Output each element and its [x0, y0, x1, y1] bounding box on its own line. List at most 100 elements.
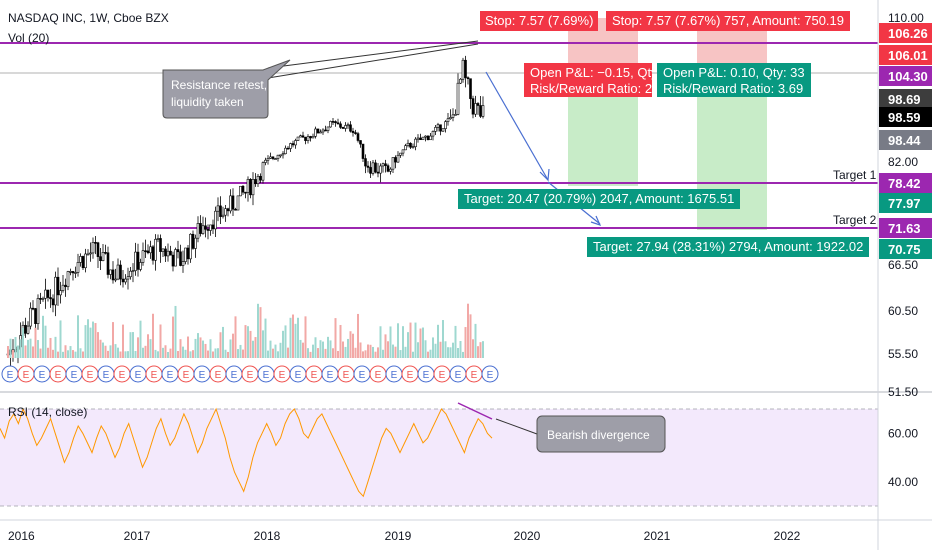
volume-bar — [234, 316, 237, 358]
earnings-marker[interactable]: E — [465, 365, 483, 383]
candle-body — [281, 153, 285, 156]
svg-text:E: E — [231, 370, 238, 381]
volume-bar — [264, 318, 267, 358]
earnings-marker[interactable]: E — [161, 365, 179, 383]
earnings-marker[interactable]: E — [321, 365, 339, 383]
candle — [351, 127, 355, 137]
candle — [224, 205, 227, 222]
candle-body — [369, 167, 372, 174]
resistance-callout-line2: liquidity taken — [171, 95, 244, 109]
earnings-marker[interactable]: E — [145, 365, 163, 383]
earnings-marker[interactable]: E — [225, 365, 243, 383]
earnings-marker[interactable]: E — [49, 365, 67, 383]
candle-body — [251, 179, 255, 196]
candle — [71, 271, 75, 281]
volume-bar — [312, 344, 314, 358]
risk-reward-2: Risk/Reward Ratio: 3.69 — [663, 81, 804, 96]
earnings-marker[interactable]: E — [97, 365, 115, 383]
volume-bar — [397, 323, 399, 358]
volume-bar — [474, 323, 477, 358]
volume-bar — [219, 332, 222, 358]
candle-body — [141, 250, 145, 263]
price-badge: 78.42 — [879, 173, 932, 193]
candle — [326, 126, 330, 134]
earnings-marker[interactable]: E — [1, 365, 19, 383]
candle-body — [224, 208, 227, 216]
earnings-marker[interactable]: E — [113, 365, 131, 383]
candle — [111, 261, 115, 284]
candle — [354, 129, 357, 135]
earnings-marker[interactable]: E — [273, 365, 291, 383]
open-pnl-box-1[interactable]: Open P&L: −0.15, Qty: 33 Risk/Reward Rat… — [524, 63, 652, 97]
volume-bar — [229, 339, 232, 358]
rsi-line — [0, 407, 493, 498]
candle-body — [229, 195, 232, 212]
volume-bar — [214, 348, 217, 358]
earnings-marker[interactable]: E — [33, 365, 51, 383]
candle-body — [149, 246, 152, 254]
earnings-marker[interactable]: E — [65, 365, 83, 383]
earnings-marker[interactable]: E — [401, 365, 419, 383]
earnings-marker[interactable]: E — [177, 365, 195, 383]
candle-body — [156, 238, 160, 240]
open-pnl-box-2[interactable]: Open P&L: 0.10, Qty: 33 Risk/Reward Rati… — [657, 63, 811, 97]
price-axis[interactable]: 110.00 82.00 66.50 60.50 55.50 51.50 106.26 106… — [877, 0, 932, 550]
stop-label-1[interactable]: Stop: 7.57 (7.69%) — [480, 11, 599, 31]
candle-body — [164, 248, 167, 257]
earnings-marker[interactable]: E — [193, 365, 211, 383]
svg-text:E: E — [423, 370, 430, 381]
candle-body — [276, 154, 280, 159]
candle-body — [339, 123, 342, 128]
candle — [321, 128, 325, 135]
candle-body — [106, 252, 110, 275]
candle — [399, 152, 402, 158]
candle — [39, 292, 42, 304]
candle-body — [196, 223, 200, 239]
earnings-marker[interactable]: E — [129, 365, 147, 383]
candle — [271, 156, 275, 161]
target-label-1[interactable]: Target: 20.47 (20.79%) 2047, Amount: 167… — [458, 189, 741, 209]
earnings-marker[interactable]: E — [369, 365, 387, 383]
candle-body — [309, 136, 312, 139]
earnings-marker[interactable]: E — [305, 365, 323, 383]
target1-label: Target 1 — [833, 168, 877, 182]
volume-bar — [262, 330, 264, 358]
earnings-marker[interactable]: E — [353, 365, 371, 383]
candle — [371, 160, 375, 176]
volume-bar — [32, 346, 34, 358]
bearish-callout[interactable]: Bearish divergence — [536, 415, 666, 453]
volume-bar — [227, 351, 229, 358]
volume-bar — [377, 347, 379, 358]
volume-bar — [94, 323, 97, 358]
earnings-marker[interactable]: E — [81, 365, 99, 383]
volume-bar — [239, 344, 242, 358]
time-tick: 2020 — [514, 529, 541, 543]
candle-body — [371, 162, 375, 174]
candle-body — [274, 158, 277, 160]
earnings-marker[interactable]: E — [257, 365, 275, 383]
earnings-marker[interactable]: E — [241, 365, 259, 383]
volume-bar — [432, 337, 434, 358]
svg-text:E: E — [487, 370, 494, 381]
time-axis[interactable]: 2016 2017 2018 2019 2020 2021 2022 — [8, 529, 801, 543]
earnings-marker[interactable]: E — [337, 365, 355, 383]
candle-body — [119, 264, 122, 280]
earnings-marker[interactable]: E — [289, 365, 307, 383]
earnings-marker[interactable]: E — [433, 365, 451, 383]
earnings-marker[interactable]: E — [481, 365, 499, 383]
candle — [426, 135, 430, 141]
volume-bar — [357, 313, 359, 358]
earnings-marker[interactable]: E — [417, 365, 435, 383]
earnings-marker[interactable]: E — [209, 365, 227, 383]
volume-bar — [184, 349, 187, 358]
earnings-marker[interactable]: E — [385, 365, 403, 383]
candle-body — [174, 249, 177, 267]
stop-label-2[interactable]: Stop: 7.57 (7.67%) 757, Amount: 750.19 — [606, 11, 850, 31]
resistance-callout[interactable]: Resistance retest, liquidity taken — [162, 59, 291, 119]
target-label-2[interactable]: Target: 27.94 (28.31%) 2794, Amount: 192… — [587, 237, 870, 257]
candle — [234, 207, 237, 211]
earnings-marker[interactable]: E — [449, 365, 467, 383]
candle — [254, 173, 257, 187]
earnings-marker[interactable]: E — [17, 365, 35, 383]
volume-bar — [379, 326, 382, 358]
